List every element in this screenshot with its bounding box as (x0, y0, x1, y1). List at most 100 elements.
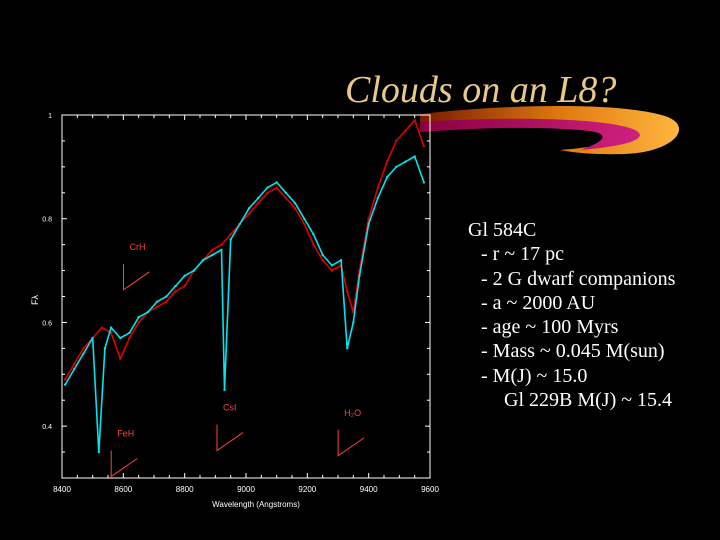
data-point (220, 243, 223, 246)
data-point (352, 321, 355, 324)
data-point (220, 248, 223, 252)
annotation-label: CsI (223, 403, 237, 413)
data-point (257, 201, 260, 205)
plot-frame (61, 114, 431, 479)
data-point (367, 217, 370, 220)
data-point (174, 284, 177, 288)
data-point (201, 259, 205, 262)
data-point (404, 160, 407, 163)
data-point (395, 139, 398, 143)
data-point (183, 274, 186, 277)
bullet-item: - 2 G dwarf companions (481, 267, 676, 290)
annotation-label: FeH (117, 429, 134, 439)
chart-series (63, 118, 426, 454)
data-point (100, 326, 104, 329)
annotation-label: CrH (129, 242, 145, 252)
data-point (266, 191, 269, 194)
data-point (63, 378, 67, 381)
data-point (303, 222, 306, 226)
data-point (103, 347, 107, 350)
spectrum-chart: 0.4 0.6 0.8 1 8400 8600 8800 9000 9200 9400 9600 Wa… (30, 113, 439, 509)
data-point (358, 274, 361, 277)
band-marker (110, 450, 138, 478)
data-point (257, 196, 260, 200)
x-tick-label: 9200 (298, 485, 316, 494)
data-point (63, 383, 67, 386)
x-tick-label: 9600 (421, 485, 439, 494)
data-point (303, 217, 306, 220)
chart-annotations: CrH FeH CsI H₂O (110, 242, 365, 478)
data-point (275, 181, 278, 184)
data-point (376, 196, 380, 200)
data-point (73, 367, 76, 371)
data-point (247, 207, 251, 210)
data-point (165, 300, 168, 303)
x-axis-label: Wavelength (Angstroms) (212, 500, 300, 509)
data-point (312, 233, 315, 236)
bullet-item: - Mass ~ 0.045 M(sun) (481, 340, 665, 363)
data-point (385, 176, 389, 179)
bullet-list: Gl 584C - r ~ 17 pc - 2 G dwarf companions… (468, 218, 675, 412)
band-marker (122, 263, 150, 291)
data-point (128, 336, 131, 340)
data-point (82, 347, 85, 350)
chart-axes: 0.4 0.6 0.8 1 8400 8600 8800 9000 9200 9400 9600 Wa… (30, 113, 439, 509)
series-line-red (64, 119, 425, 380)
data-point (293, 207, 297, 210)
bullet-item: - M(J) ~ 15.0 (481, 364, 588, 387)
data-point (211, 248, 214, 252)
data-point (413, 155, 416, 158)
x-tick-label: 9400 (360, 485, 378, 494)
data-point (119, 336, 122, 340)
data-point (192, 269, 196, 272)
x-tick-label: 9000 (237, 485, 255, 494)
data-point (321, 259, 324, 262)
title-swoosh-decoration (420, 106, 680, 155)
series-line-cyan (64, 155, 425, 453)
data-point (312, 243, 315, 246)
data-point (119, 357, 122, 360)
data-point (385, 160, 389, 163)
data-point (73, 362, 76, 366)
data-point (155, 300, 159, 303)
data-point (155, 305, 159, 309)
data-point (174, 290, 177, 293)
band-marker (337, 429, 365, 457)
data-point (395, 165, 398, 169)
x-tick-label: 8800 (176, 485, 194, 494)
y-tick-label: 1 (48, 113, 52, 120)
slide-title: Clouds on an L8? (345, 69, 617, 111)
annotation-label: H₂O (344, 408, 361, 418)
data-point (376, 186, 380, 189)
data-point (422, 144, 426, 148)
y-axis-label: Fλ (30, 295, 40, 305)
data-point (82, 352, 85, 355)
data-point (183, 284, 186, 288)
data-point (266, 186, 269, 189)
y-tick-label: 0.4 (42, 424, 52, 431)
data-point (330, 269, 334, 272)
y-tick-label: 0.8 (42, 217, 52, 224)
data-point (346, 290, 349, 293)
bullet-item: - age ~ 100 Myrs (481, 316, 619, 339)
data-point (109, 326, 113, 329)
data-point (247, 212, 251, 215)
bullet-item: - r ~ 17 pc (481, 243, 565, 266)
data-point (211, 253, 214, 257)
data-point (137, 321, 140, 324)
data-point (284, 191, 288, 194)
data-point (321, 253, 324, 257)
data-point (404, 129, 407, 132)
data-point (146, 310, 150, 314)
data-point (91, 336, 94, 340)
data-point (97, 450, 101, 454)
band-marker (216, 424, 244, 452)
data-point (413, 118, 416, 122)
bullet-item: Gl 229B M(J) ~ 15.4 (504, 389, 673, 412)
data-point (229, 238, 232, 241)
data-point (275, 186, 278, 189)
data-point (422, 181, 426, 184)
data-point (128, 331, 131, 334)
data-point (346, 347, 349, 350)
data-point (339, 259, 343, 262)
